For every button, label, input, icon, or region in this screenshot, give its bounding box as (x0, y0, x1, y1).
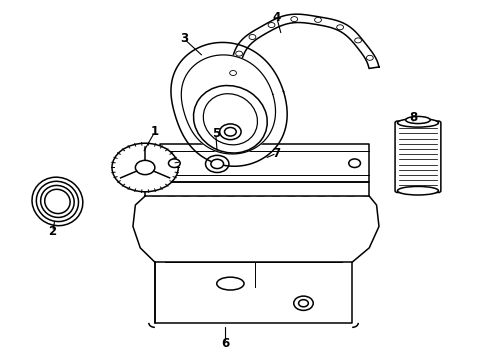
Circle shape (220, 124, 241, 140)
Ellipse shape (397, 186, 439, 195)
Text: 8: 8 (409, 111, 417, 124)
Text: 4: 4 (272, 11, 281, 24)
Text: 3: 3 (180, 32, 188, 45)
Circle shape (230, 71, 237, 76)
Circle shape (211, 159, 223, 168)
Polygon shape (160, 144, 369, 182)
Ellipse shape (217, 277, 244, 290)
Text: 2: 2 (49, 225, 57, 238)
Polygon shape (181, 55, 275, 154)
Circle shape (291, 17, 297, 22)
Circle shape (268, 23, 275, 28)
Circle shape (349, 159, 361, 167)
Ellipse shape (45, 189, 70, 213)
Polygon shape (155, 262, 352, 323)
Polygon shape (171, 42, 287, 166)
Circle shape (355, 38, 362, 43)
Circle shape (224, 127, 236, 136)
Ellipse shape (397, 118, 439, 127)
Polygon shape (227, 14, 379, 84)
Ellipse shape (32, 177, 83, 226)
Circle shape (112, 143, 178, 192)
Ellipse shape (406, 116, 430, 123)
Ellipse shape (41, 185, 74, 217)
FancyBboxPatch shape (395, 121, 441, 193)
Circle shape (367, 55, 373, 60)
Circle shape (315, 17, 321, 22)
Circle shape (337, 25, 343, 30)
Circle shape (205, 156, 229, 172)
Circle shape (169, 159, 180, 167)
Ellipse shape (36, 181, 78, 221)
Ellipse shape (194, 86, 267, 153)
Polygon shape (145, 182, 369, 196)
Circle shape (249, 35, 256, 40)
Text: 6: 6 (221, 337, 230, 350)
Ellipse shape (203, 94, 257, 145)
Circle shape (294, 296, 313, 310)
Text: 7: 7 (272, 147, 281, 160)
Text: 5: 5 (212, 127, 220, 140)
Circle shape (135, 160, 155, 175)
Circle shape (298, 300, 308, 307)
Text: 1: 1 (151, 125, 159, 138)
Circle shape (236, 51, 243, 56)
